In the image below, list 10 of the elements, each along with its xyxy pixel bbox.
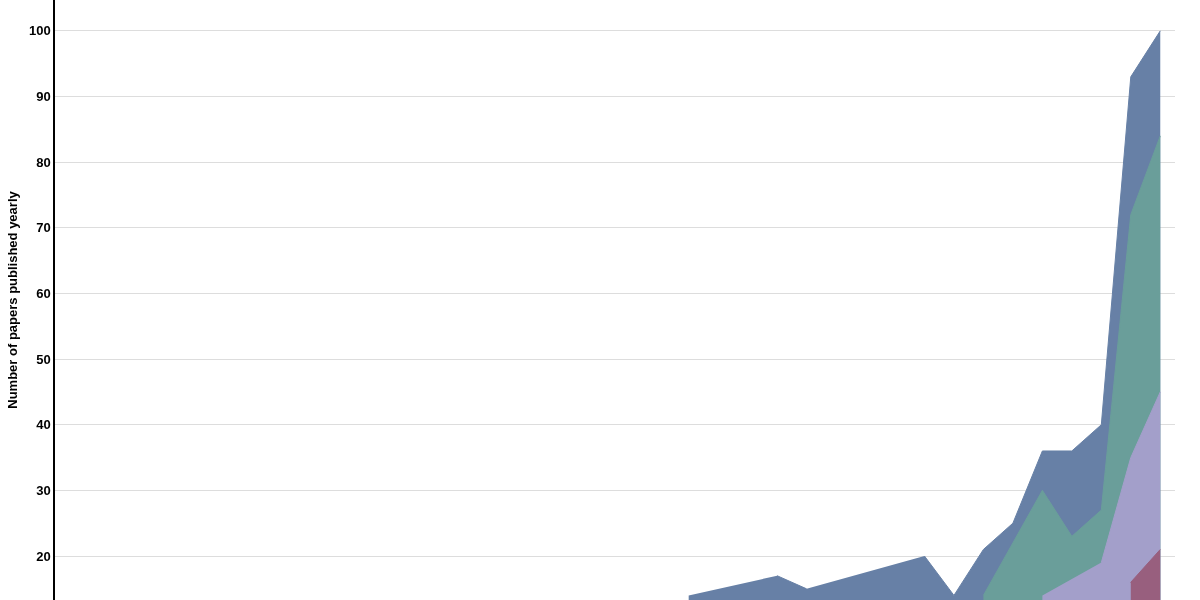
y-tick-label: 30 [36,482,51,498]
y-tick-label: 100 [28,23,51,39]
y-tick-label: 70 [36,220,51,236]
y-tick-label: 60 [36,285,51,301]
y-tick-label: 40 [36,417,51,433]
y-tick-label: 20 [36,548,51,564]
y-tick-label: 90 [36,89,51,105]
y-tick-label: 80 [36,154,51,170]
y-axis-title: Number of papers published yearly [5,190,21,409]
y-tick-label: 50 [36,351,51,367]
